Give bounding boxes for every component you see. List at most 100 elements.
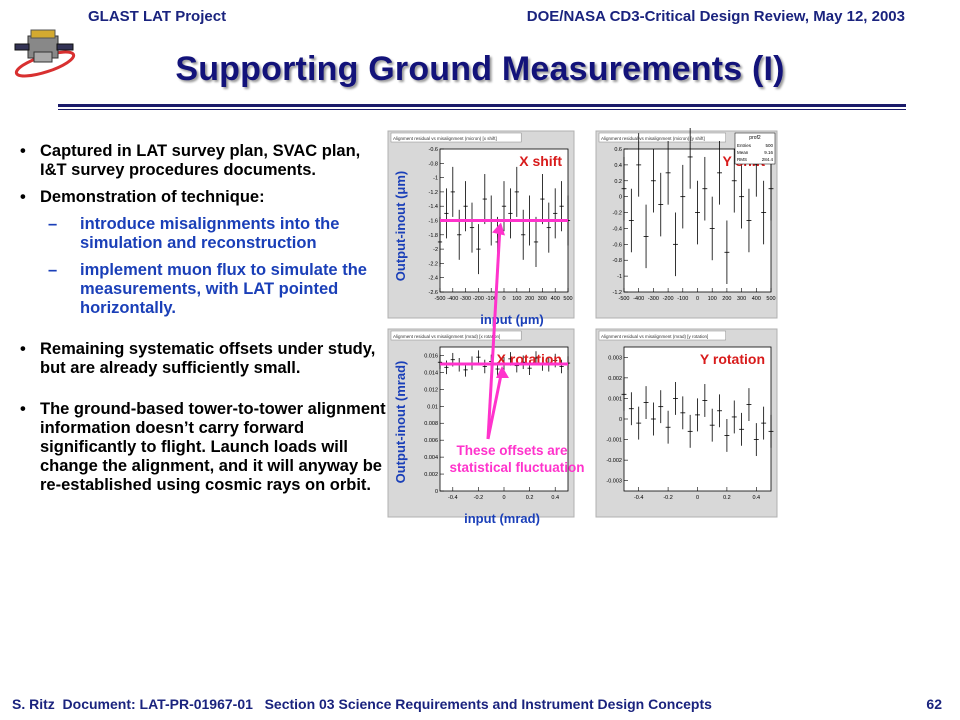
y-tick-label: 0.001 xyxy=(608,396,622,402)
x-tick-label: 0.4 xyxy=(752,495,760,501)
y-tick-label: -0.003 xyxy=(606,479,622,485)
offsets-note-line1: These offsets are xyxy=(456,443,568,458)
x-tick-label: -100 xyxy=(486,296,497,302)
x-tick-label: -0.2 xyxy=(663,495,672,501)
x-tick-label: -0.4 xyxy=(448,495,457,501)
offset-arrow-head xyxy=(496,365,509,378)
bullet-spacer xyxy=(20,386,390,400)
x-tick-label: 200 xyxy=(525,296,534,302)
glast-logo-icon xyxy=(14,29,76,78)
bullet-text: introduce misalignments into the simulat… xyxy=(80,215,340,252)
y-tick-label: -0.8 xyxy=(429,161,438,167)
panel-header-text: Alignment residual vs misalignment (micr… xyxy=(393,136,497,141)
x-tick-label: 400 xyxy=(752,296,761,302)
panel-header-text: Alignment residual vs misalignment (micr… xyxy=(601,136,705,141)
offset-arrow xyxy=(486,369,504,440)
x-tick-label: 100 xyxy=(512,296,521,302)
panel-header-text: Alignment residual vs misalignment (mrad… xyxy=(393,334,500,339)
bullet-list: Captured in LAT survey plan, SVAC plan, … xyxy=(20,142,390,503)
y-tick-label: -0.001 xyxy=(606,438,622,444)
bullet-item: Captured in LAT survey plan, SVAC plan, … xyxy=(20,142,390,180)
bullet-text: Captured in LAT survey plan, SVAC plan, … xyxy=(40,142,361,179)
x-tick-label: -300 xyxy=(648,296,659,302)
y-tick-label: 0.002 xyxy=(608,376,622,382)
y-tick-label: -0.002 xyxy=(606,458,622,464)
x-tick-label: 300 xyxy=(538,296,547,302)
x-tick-label: 100 xyxy=(708,296,717,302)
x-tick-label: -200 xyxy=(473,296,484,302)
stats-name: prof2 xyxy=(749,135,761,141)
bullet-text: The ground-based tower-to-tower alignmen… xyxy=(40,400,386,494)
panel-header-box xyxy=(390,330,522,341)
x-tick-label: -400 xyxy=(447,296,458,302)
y-tick-label: -1 xyxy=(433,176,438,182)
x-tick-label: -500 xyxy=(434,296,445,302)
stats-rms-label: RMS xyxy=(737,157,747,162)
y-tick-label: 0.008 xyxy=(424,421,438,427)
y-tick-label: -2.4 xyxy=(429,276,438,282)
y-tick-label: 0 xyxy=(619,195,622,201)
y-tick-label: -0.6 xyxy=(429,147,438,153)
x-tick-label: 0 xyxy=(696,296,699,302)
y-tick-label: 0.002 xyxy=(424,472,438,478)
x-tick-label: 0 xyxy=(696,495,699,501)
alignment-residual-plots: Alignment residual vs misalignment (micr… xyxy=(387,128,778,526)
bullet-text: Remaining systematic offsets under study… xyxy=(40,340,376,377)
stats-mean: 9.16 xyxy=(764,150,773,155)
plot-panel-y-shift: Alignment residual vs misalignment (micr… xyxy=(595,128,778,319)
bullet-text: Demonstration of technique: xyxy=(40,188,265,206)
y-tick-label: -0.6 xyxy=(613,242,622,248)
bullet-spacer xyxy=(20,326,390,340)
title-rule-thin xyxy=(58,109,906,110)
footer-document: S. Ritz Document: LAT-PR-01967-01 Sectio… xyxy=(12,696,712,712)
stats-box xyxy=(734,132,776,165)
y-tick-label: -1.6 xyxy=(429,219,438,225)
x-tick-label: 400 xyxy=(551,296,560,302)
offset-arrow-head xyxy=(492,222,505,236)
y-tick-label: 0.006 xyxy=(424,438,438,444)
y-tick-label: -0.2 xyxy=(613,211,622,217)
x-tick-label: -400 xyxy=(633,296,644,302)
y-tick-label: -1.8 xyxy=(429,233,438,239)
header-review: DOE/NASA CD3-Critical Design Review, May… xyxy=(526,8,905,25)
x-tick-label: 0 xyxy=(502,296,505,302)
y-tick-label: 0.016 xyxy=(424,353,438,359)
x-tick-label: -0.2 xyxy=(474,495,483,501)
header-project: GLAST LAT Project xyxy=(88,8,227,25)
y-axis-label-bottom: Output-inout (mrad) xyxy=(393,361,408,484)
x-tick-label: 0.4 xyxy=(551,495,559,501)
stats-rms: 284.4 xyxy=(762,157,774,162)
panel-header-box xyxy=(390,132,522,143)
x-axis-label-top: input (μm) xyxy=(480,312,544,327)
stats-entries-label: Entries xyxy=(737,143,752,148)
x-tick-label: -200 xyxy=(663,296,674,302)
plot-title: X shift xyxy=(519,153,562,169)
y-tick-label: -0.4 xyxy=(613,226,622,232)
y-tick-label: 0 xyxy=(619,417,622,423)
bullet-item: The ground-based tower-to-tower alignmen… xyxy=(20,400,390,495)
dash-marker: – xyxy=(48,215,58,233)
sub-bullet-item: – introduce misalignments into the simula… xyxy=(20,215,390,253)
panel-header-box xyxy=(598,132,726,143)
x-tick-label: -500 xyxy=(618,296,629,302)
bullet-item: Remaining systematic offsets under study… xyxy=(20,340,390,378)
y-tick-label: -1.4 xyxy=(429,204,438,210)
x-tick-label: 500 xyxy=(563,296,572,302)
page-number: 62 xyxy=(926,696,942,712)
slide-title: Supporting Ground Measurements (I) xyxy=(175,50,785,88)
y-tick-label: 0.2 xyxy=(614,179,622,185)
stats-mean-label: Mean xyxy=(737,150,749,155)
x-tick-label: 300 xyxy=(737,296,746,302)
y-tick-label: -2.2 xyxy=(429,261,438,267)
panel-header-text: Alignment residual vs misalignment (mrad… xyxy=(601,334,708,339)
x-axis-label-bottom: input (mrad) xyxy=(464,511,540,526)
y-tick-label: 0.003 xyxy=(608,355,622,361)
dash-marker: – xyxy=(48,261,58,279)
bullet-text: implement muon flux to simulate the meas… xyxy=(80,261,367,317)
stats-entries: 500 xyxy=(765,143,773,148)
title-rule xyxy=(58,104,906,107)
y-tick-label: -1.2 xyxy=(613,290,622,296)
y-tick-label: 0 xyxy=(435,489,438,495)
x-tick-label: 0.2 xyxy=(526,495,534,501)
x-tick-label: 500 xyxy=(766,296,775,302)
